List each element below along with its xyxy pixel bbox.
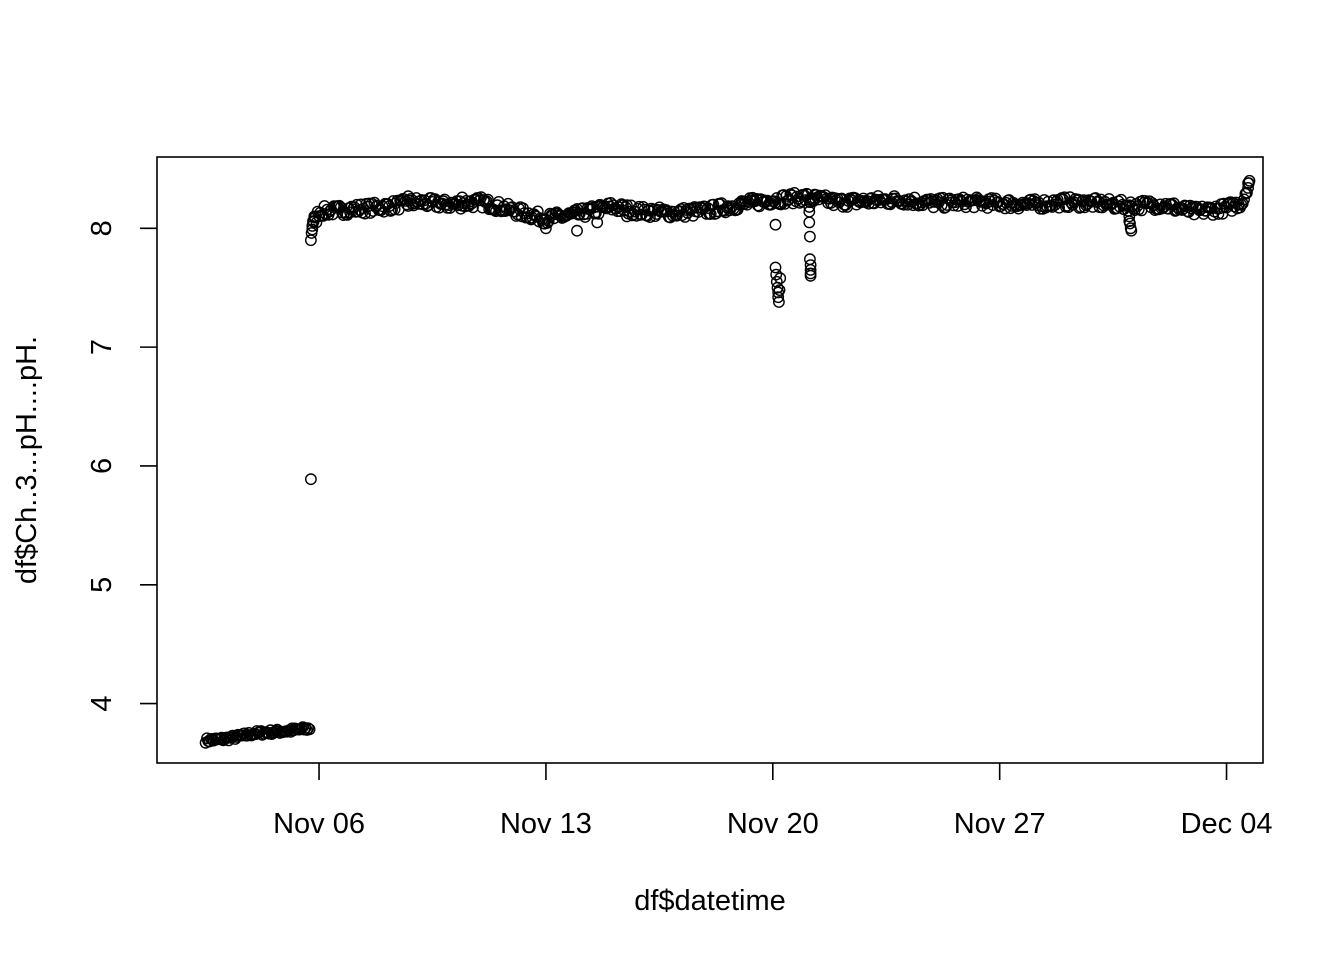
y-tick-label: 5	[86, 577, 118, 593]
data-point	[294, 723, 306, 736]
x-tick-label: Dec 04	[1181, 808, 1273, 840]
data-point	[803, 216, 816, 229]
data-point	[774, 272, 787, 285]
data-point	[307, 215, 319, 228]
data-point	[592, 207, 605, 220]
data-point	[1238, 193, 1251, 206]
data-point	[388, 203, 401, 216]
data-point	[308, 210, 321, 223]
y-tick-label: 8	[86, 220, 118, 236]
data-point	[773, 296, 785, 308]
data-point	[1123, 215, 1136, 228]
data-point	[304, 234, 317, 247]
y-tick-label: 6	[86, 458, 118, 474]
data-point	[540, 222, 552, 235]
y-axis: 4 5 6 7 8	[86, 220, 157, 712]
data-point	[804, 230, 816, 243]
data-point	[803, 200, 816, 213]
x-axis: Nov 06 Nov 13 Nov 20 Nov 27 Dec 04	[273, 763, 1272, 840]
data-point	[456, 191, 469, 204]
data-point	[773, 284, 786, 296]
data-point	[1074, 200, 1087, 213]
data-point	[571, 224, 583, 237]
data-point	[1123, 210, 1136, 223]
data-point	[621, 210, 633, 223]
data-point	[621, 199, 633, 212]
data-point	[1076, 195, 1088, 208]
x-tick-label: Nov 13	[500, 808, 592, 840]
data-point	[770, 268, 783, 281]
x-tick-label: Nov 27	[954, 808, 1046, 840]
data-point	[804, 269, 817, 282]
y-tick-label: 4	[86, 696, 118, 712]
data-point	[779, 197, 791, 210]
data-point	[1057, 193, 1070, 206]
data-point	[714, 198, 726, 211]
data-point	[852, 194, 864, 207]
data-point	[769, 218, 782, 231]
data-point	[772, 291, 785, 304]
y-axis-title: df$Ch..3...pH....pH.	[11, 336, 43, 584]
x-tick-label: Nov 06	[273, 808, 365, 840]
data-point	[804, 263, 817, 276]
data-point	[804, 196, 816, 209]
data-point	[1143, 195, 1156, 208]
data-point	[402, 190, 415, 203]
y-tick-label: 7	[86, 339, 118, 355]
data-point	[302, 722, 315, 735]
x-tick-label: Nov 20	[727, 808, 819, 840]
data-points	[199, 174, 1256, 749]
data-point	[617, 199, 629, 212]
data-point	[1243, 174, 1256, 187]
data-point	[304, 473, 317, 486]
data-point	[769, 261, 782, 274]
data-point	[1242, 181, 1255, 194]
data-point	[303, 723, 316, 736]
data-point	[1235, 198, 1248, 211]
data-point	[305, 227, 318, 239]
data-point	[591, 216, 604, 229]
x-axis-title: df$datetime	[634, 885, 786, 917]
data-point	[407, 199, 420, 212]
plot-frame	[156, 156, 1264, 764]
